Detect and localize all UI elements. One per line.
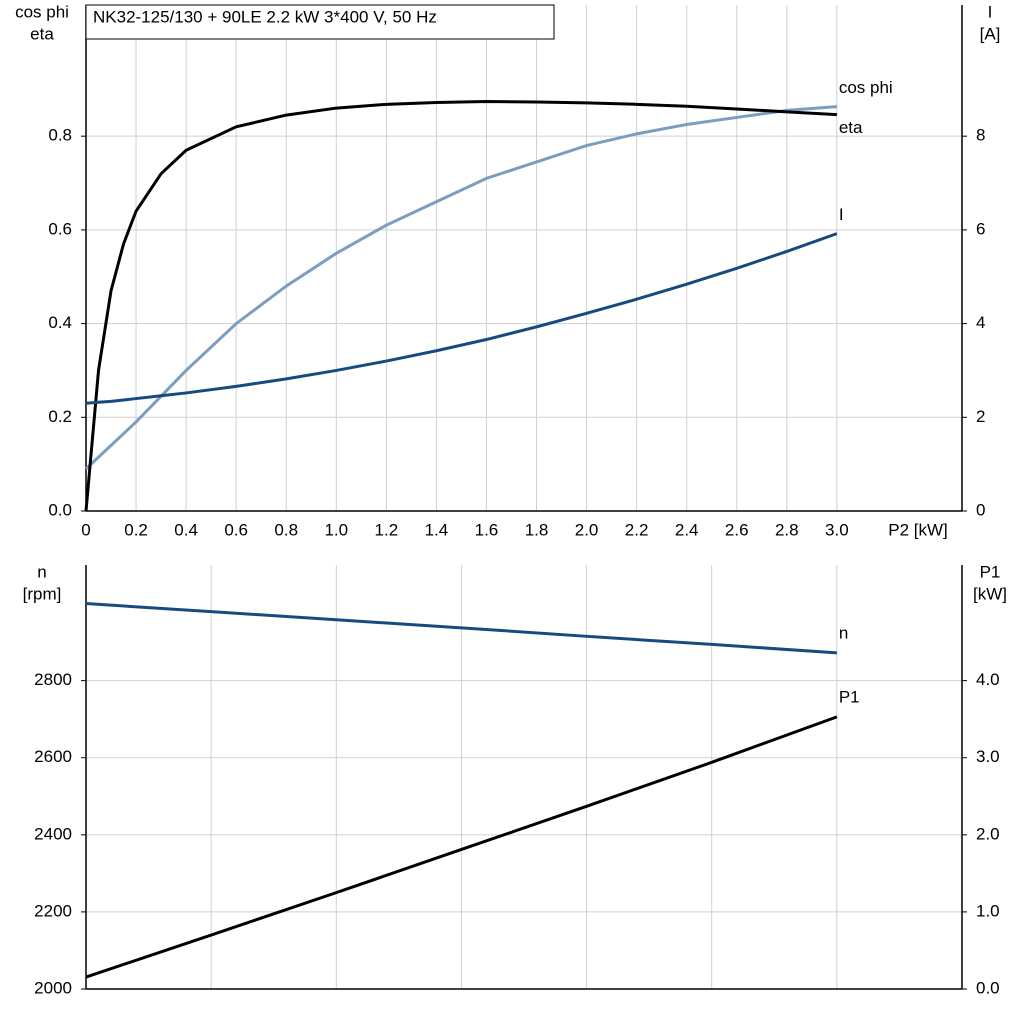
series-line	[85, 232, 838, 405]
y2-axis-label: [A]	[980, 24, 1001, 43]
series-label: P1	[839, 687, 860, 706]
y-tick-label: 0.6	[48, 219, 72, 238]
title-box	[85, 4, 555, 40]
y-tick-label: 0.4	[48, 313, 72, 332]
y2-tick-label: 2.0	[976, 824, 1000, 843]
y2-tick-label: 8	[976, 126, 985, 145]
x-tick-label: 2.4	[675, 520, 699, 539]
y-axis-label: cos phi	[15, 2, 69, 21]
y-tick-label: 0.0	[48, 500, 72, 519]
y2-tick-label: 0	[976, 500, 985, 519]
series-line	[85, 602, 837, 655]
y-tick-label: 2800	[34, 670, 72, 689]
y2-axis-label: I	[988, 2, 993, 21]
x-tick-label: 3.0	[825, 520, 849, 539]
x-tick-label: 1.2	[375, 520, 399, 539]
series-label: I	[839, 205, 844, 224]
y-tick-label: 2600	[34, 747, 72, 766]
series-line	[84, 100, 837, 512]
x-tick-label: 0.8	[274, 520, 298, 539]
y2-tick-label: 2	[976, 407, 985, 426]
x-tick-label: 1.4	[425, 520, 449, 539]
y-tick-label: 2000	[34, 978, 72, 997]
x-tick-label: 0.2	[124, 520, 148, 539]
series-label: n	[839, 623, 848, 642]
x-tick-label: 1.8	[525, 520, 549, 539]
y-tick-label: 0.8	[48, 126, 72, 145]
x-axis-label: P2 [kW]	[888, 520, 948, 539]
x-tick-label: 0.6	[224, 520, 248, 539]
y2-tick-label: 4.0	[976, 670, 1000, 689]
series-label: eta	[839, 118, 863, 137]
series-line	[85, 715, 838, 979]
x-tick-label: 2.2	[625, 520, 649, 539]
y-tick-label: 2400	[34, 824, 72, 843]
x-tick-label: 1.6	[475, 520, 499, 539]
x-tick-label: 2.6	[725, 520, 749, 539]
y-axis-label: [rpm]	[23, 584, 62, 603]
y2-tick-label: 6	[976, 219, 985, 238]
y2-tick-label: 4	[976, 313, 985, 332]
y2-axis-label: [kW]	[973, 584, 1007, 603]
series-line	[84, 105, 837, 470]
x-tick-label: 0.4	[174, 520, 198, 539]
x-tick-label: 1.0	[324, 520, 348, 539]
y-tick-label: 0.2	[48, 407, 72, 426]
x-tick-label: 2.8	[775, 520, 799, 539]
y-tick-label: 2200	[34, 901, 72, 920]
y-axis-label: n	[37, 562, 46, 581]
x-tick-label: 0	[81, 520, 90, 539]
y2-tick-label: 1.0	[976, 901, 1000, 920]
y2-axis-label: P1	[980, 562, 1001, 581]
series-label: cos phi	[839, 78, 893, 97]
y2-tick-label: 0.0	[976, 978, 1000, 997]
y2-tick-label: 3.0	[976, 747, 1000, 766]
chart-title: NK32-125/130 + 90LE 2.2 kW 3*400 V, 50 H…	[93, 7, 437, 26]
x-tick-label: 2.0	[575, 520, 599, 539]
y-axis-label: eta	[30, 24, 54, 43]
